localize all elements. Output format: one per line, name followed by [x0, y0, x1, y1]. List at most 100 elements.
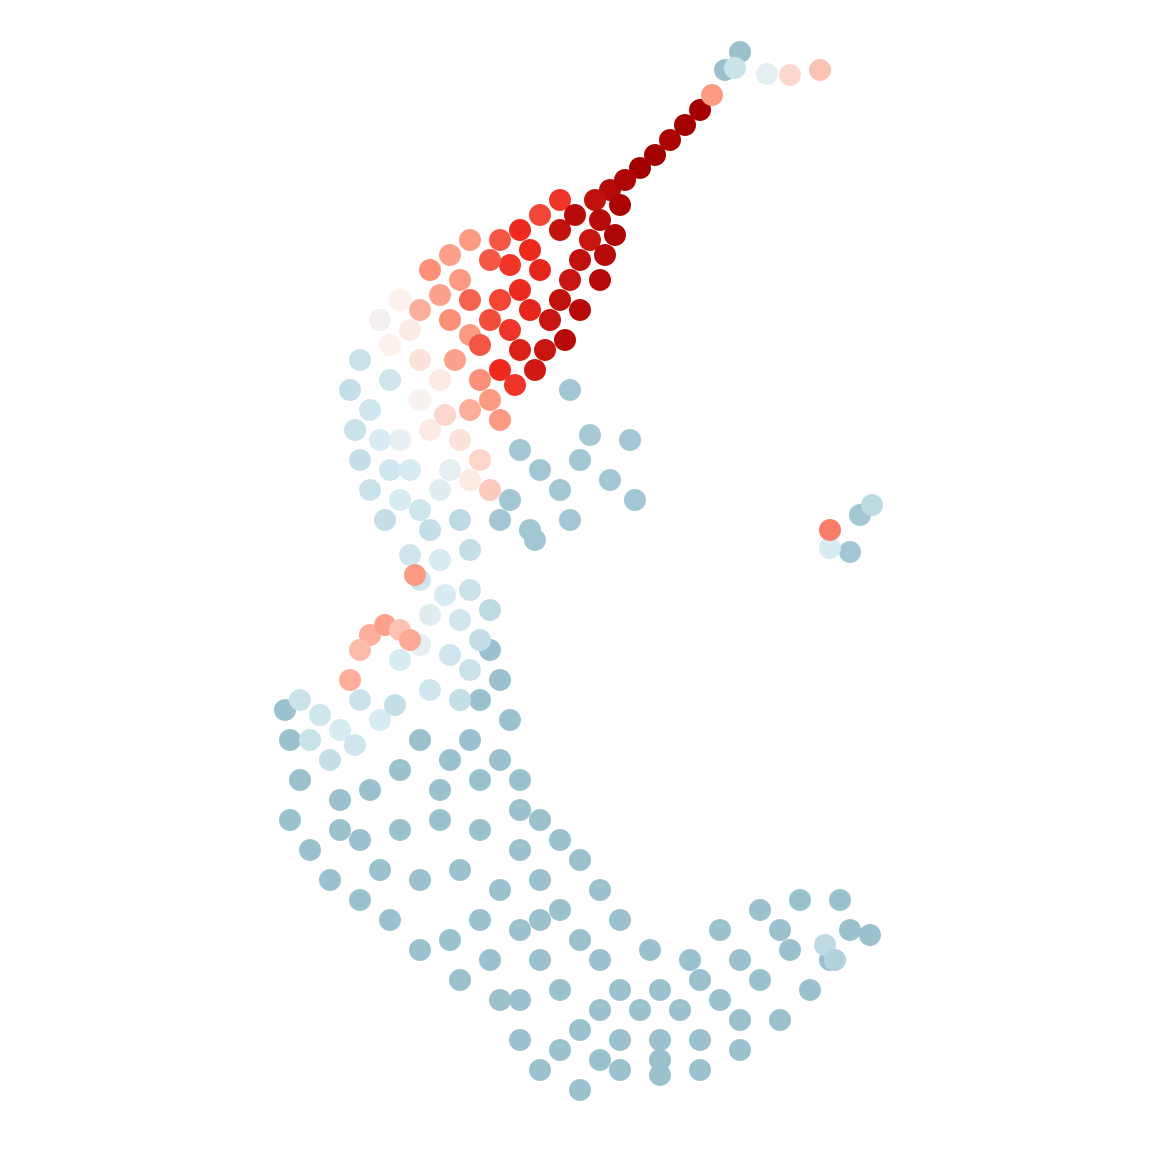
scatter-point: [489, 749, 511, 771]
scatter-point: [579, 229, 601, 251]
scatter-point: [459, 579, 481, 601]
scatter-point: [509, 219, 531, 241]
scatter-point: [449, 609, 471, 631]
scatter-point: [509, 769, 531, 791]
scatter-point: [524, 529, 546, 551]
scatter-point: [619, 429, 641, 451]
scatter-point: [429, 809, 451, 831]
scatter-point: [439, 244, 461, 266]
scatter-point: [389, 489, 411, 511]
scatter-point: [409, 499, 431, 521]
scatter-point: [389, 759, 411, 781]
scatter-point: [409, 299, 431, 321]
scatter-point: [589, 269, 611, 291]
scatter-point: [419, 679, 441, 701]
scatter-point: [489, 989, 511, 1011]
scatter-point: [674, 114, 696, 136]
scatter-point: [389, 819, 411, 841]
scatter-point: [429, 479, 451, 501]
scatter-point: [339, 669, 361, 691]
scatter-point: [369, 429, 391, 451]
scatter-point: [509, 1029, 531, 1051]
scatter-point: [839, 919, 861, 941]
scatter-point: [589, 879, 611, 901]
scatter-point: [469, 449, 491, 471]
scatter-point: [589, 1049, 611, 1071]
scatter-point: [329, 789, 351, 811]
scatter-point: [469, 819, 491, 841]
scatter-point: [819, 537, 841, 559]
scatter-point: [434, 404, 456, 426]
scatter-point: [489, 669, 511, 691]
scatter-point: [779, 64, 801, 86]
scatter-point: [769, 919, 791, 941]
scatter-point: [379, 459, 401, 481]
scatter-point: [489, 409, 511, 431]
scatter-point: [604, 224, 626, 246]
scatter-point: [419, 604, 441, 626]
scatter-point: [509, 799, 531, 821]
scatter-point: [509, 919, 531, 941]
scatter-point: [529, 204, 551, 226]
scatter-point: [459, 399, 481, 421]
scatter-point: [449, 859, 471, 881]
scatter-point: [359, 779, 381, 801]
scatter-point: [449, 269, 471, 291]
scatter-point: [609, 1029, 631, 1051]
scatter-point: [499, 489, 521, 511]
scatter-point: [569, 299, 591, 321]
scatter-point: [369, 859, 391, 881]
scatter-point: [594, 244, 616, 266]
scatter-point: [449, 509, 471, 531]
scatter-point: [549, 219, 571, 241]
scatter-point: [819, 519, 841, 541]
scatter-point: [449, 429, 471, 451]
scatter-point: [529, 869, 551, 891]
scatter-point: [349, 639, 371, 661]
scatter-point: [729, 949, 751, 971]
scatter-point: [344, 419, 366, 441]
scatter-point: [344, 734, 366, 756]
scatter-point: [659, 129, 681, 151]
scatter-point: [329, 819, 351, 841]
scatter-point: [749, 899, 771, 921]
scatter-point: [589, 949, 611, 971]
scatter-point: [824, 949, 846, 971]
scatter-point: [564, 204, 586, 226]
scatter-point: [504, 374, 526, 396]
scatter-point: [419, 519, 441, 541]
scatter-point: [469, 909, 491, 931]
scatter-point: [509, 339, 531, 361]
scatter-point: [439, 749, 461, 771]
scatter-point: [649, 1029, 671, 1051]
scatter-point: [529, 1059, 551, 1081]
scatter-point: [749, 969, 771, 991]
scatter-point: [534, 339, 556, 361]
scatter-point: [389, 649, 411, 671]
scatter-point: [489, 359, 511, 381]
scatter-point: [459, 289, 481, 311]
scatter-point: [729, 1009, 751, 1031]
scatter-point: [689, 1059, 711, 1081]
scatter-point: [339, 379, 361, 401]
scatter-point: [444, 349, 466, 371]
scatter-point: [569, 449, 591, 471]
scatter-point: [549, 1039, 571, 1061]
scatter-point: [479, 249, 501, 271]
scatter-point: [419, 259, 441, 281]
scatter-point: [709, 919, 731, 941]
scatter-point: [554, 329, 576, 351]
scatter-point: [769, 1009, 791, 1031]
scatter-point: [569, 1079, 591, 1101]
scatter-point: [609, 1059, 631, 1081]
scatter-point: [756, 63, 778, 85]
scatter-point: [289, 769, 311, 791]
scatter-point: [779, 939, 801, 961]
scatter-point: [349, 349, 371, 371]
scatter-point: [499, 254, 521, 276]
scatter-point: [569, 929, 591, 951]
scatter-point: [624, 489, 646, 511]
scatter-point: [439, 309, 461, 331]
scatter-point: [429, 284, 451, 306]
scatter-point: [809, 59, 831, 81]
